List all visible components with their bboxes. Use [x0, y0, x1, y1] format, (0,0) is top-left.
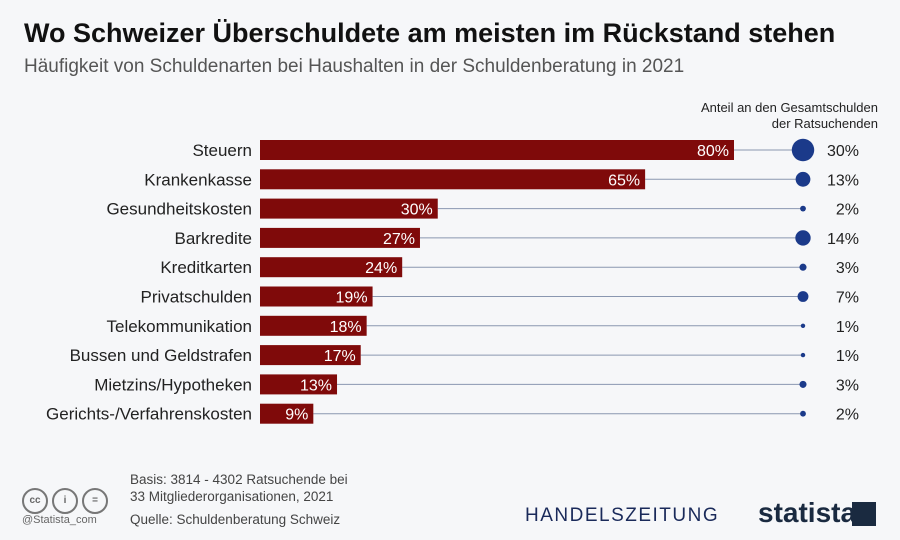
source-note: Quelle: Schuldenberatung Schweiz [130, 512, 341, 527]
bar-value-label: 19% [336, 290, 368, 307]
bar-value-label: 18% [330, 319, 362, 336]
bar [260, 345, 361, 366]
bar-value-label: 9% [285, 407, 308, 424]
bar [260, 198, 438, 219]
bubble [795, 171, 811, 187]
bubble [800, 410, 806, 417]
category-label: Kreditkarten [160, 258, 252, 277]
category-label: Steuern [192, 141, 252, 160]
bar-value-label: 30% [401, 202, 433, 219]
bubble-value-label: 1% [836, 348, 859, 365]
bar [260, 374, 338, 395]
bar [260, 140, 734, 160]
category-label: Barkredite [175, 229, 252, 248]
bubble-column-header: Anteil an den Gesamtschulden der Ratsuch… [701, 100, 878, 132]
statista-logo: statista [758, 497, 857, 528]
statista-handle[interactable]: @Statista_com [22, 514, 97, 526]
bar-value-label: 80% [697, 143, 729, 160]
attribution-icon[interactable]: i [52, 488, 78, 514]
basis-note: Basis: 3814 - 4302 Ratsuchende bei [130, 472, 348, 487]
bubble-value-label: 30% [827, 143, 859, 160]
bar-value-label: 27% [383, 231, 415, 248]
statista-logo-icon [852, 502, 876, 526]
bubble [795, 230, 811, 246]
bubble-value-label: 1% [836, 319, 859, 336]
bubble-value-label: 7% [836, 290, 859, 307]
bubble-value-label: 14% [827, 231, 859, 248]
category-label: Telekommunikation [106, 317, 252, 336]
category-label: Krankenkasse [144, 170, 252, 189]
bubble [800, 323, 806, 328]
bar-value-label: 13% [300, 377, 332, 394]
bubble-value-label: 13% [827, 172, 859, 189]
bar [260, 286, 373, 307]
bubble [791, 138, 815, 162]
category-label: Bussen und Geldstrafen [70, 346, 252, 365]
chart-subtitle: Häufigkeit von Schuldenarten bei Haushal… [24, 56, 685, 77]
bar-value-label: 17% [324, 348, 356, 365]
chart-title: Wo Schweizer Überschuldete am meisten im… [24, 18, 836, 48]
bar-value-label: 24% [365, 260, 397, 277]
bubble-value-label: 2% [836, 407, 859, 424]
bar [260, 257, 403, 278]
bubble [797, 291, 809, 302]
handelszeitung-logo: HANDELSZEITUNG [525, 505, 720, 526]
bubble-value-label: 3% [836, 260, 859, 277]
bar [260, 403, 314, 424]
category-label: Privatschulden [140, 288, 252, 307]
no-derivatives-icon[interactable]: = [82, 488, 108, 514]
bar [260, 315, 367, 336]
bubble [800, 352, 806, 358]
basis-note-2: 33 Mitgliederorganisationen, 2021 [130, 489, 334, 504]
bubble-value-label: 3% [836, 377, 859, 394]
bar [260, 227, 420, 248]
bubble-header-line2: der Ratsuchenden [771, 116, 878, 131]
cc-license-icon[interactable]: cc [22, 488, 48, 514]
bubble-value-label: 2% [836, 202, 859, 219]
bar [260, 169, 646, 190]
bubble [799, 263, 807, 271]
bubble-header-line1: Anteil an den Gesamtschulden [700, 100, 878, 115]
category-label: Gesundheitskosten [106, 200, 252, 219]
bubble [800, 205, 806, 212]
bar-value-label: 65% [608, 172, 640, 189]
category-label: Mietzins/Hypotheken [94, 375, 252, 394]
bubble [799, 380, 807, 388]
category-label: Gerichts-/Verfahrenskosten [46, 405, 252, 424]
